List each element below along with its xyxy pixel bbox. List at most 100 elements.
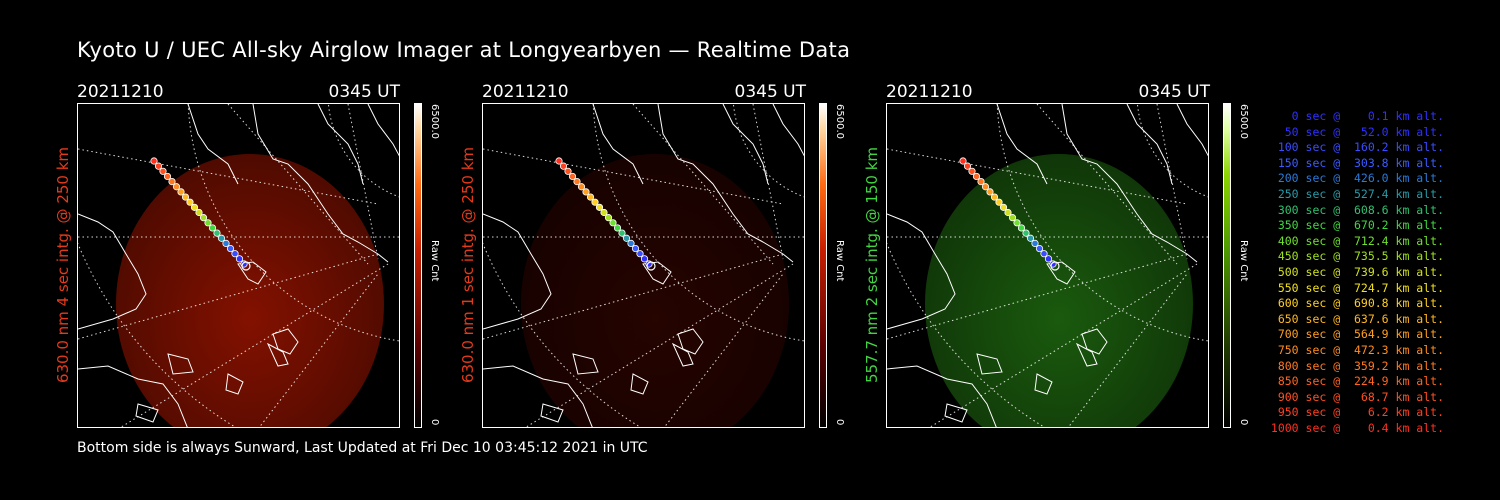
altitude-legend-row: 250 sec @ 527.4 km alt. (1270, 186, 1444, 201)
trajectory-point (640, 255, 649, 263)
trajectory-point (986, 188, 994, 196)
altitude-legend-row: 1000 sec @ 0.4 km alt. (1270, 420, 1444, 435)
trajectory-point (1022, 229, 1030, 237)
trajectory-point (217, 234, 226, 242)
footer-status: Bottom side is always Sunward, Last Upda… (77, 440, 648, 456)
trajectory-point (177, 188, 185, 196)
panel-1-colorbar-min: 0 (429, 419, 440, 426)
altitude-legend-row: 50 sec @ 52.0 km alt. (1270, 124, 1444, 139)
trajectory-point (213, 229, 221, 237)
trajectory-point (559, 162, 568, 170)
panel-3-colorbar-label: Raw Cnt (1238, 240, 1249, 282)
altitude-legend-row: 500 sec @ 739.6 km alt. (1270, 264, 1444, 279)
trajectory-point (595, 203, 604, 211)
altitude-legend-row: 350 sec @ 670.2 km alt. (1270, 218, 1444, 233)
trajectory-point (618, 229, 626, 237)
trajectory-point (627, 239, 635, 247)
trajectory-point (226, 244, 235, 253)
panel-1-ylabel: 630.0 nm 4 sec intg. @ 250 km (54, 146, 72, 384)
trajectory-point (573, 178, 581, 186)
trajectory-point (622, 234, 631, 242)
altitude-legend-row: 150 sec @ 303.8 km alt. (1270, 155, 1444, 170)
trajectory-point (972, 172, 981, 181)
trajectory-point (1026, 234, 1035, 242)
altitude-legend-row: 650 sec @ 637.6 km alt. (1270, 311, 1444, 326)
trajectory-track (555, 157, 656, 271)
altitude-legend-row: 900 sec @ 68.7 km alt. (1270, 389, 1444, 404)
panel-2-map (483, 104, 804, 427)
trajectory-point (1031, 239, 1039, 247)
trajectory-point (159, 167, 167, 175)
panel-2-colorbar-label: Raw Cnt (834, 240, 845, 282)
trajectory-point (577, 183, 586, 191)
panel-1-time: 0345 UT (328, 82, 401, 102)
trajectory-point (586, 193, 595, 201)
trajectory-point (636, 250, 644, 258)
trajectory-point (208, 224, 217, 232)
altitude-legend-row: 550 sec @ 724.7 km alt. (1270, 280, 1444, 295)
panel-3-map (887, 104, 1208, 427)
trajectory-point (600, 208, 608, 217)
trajectory-point (582, 188, 590, 196)
panel-2-date: 20211210 (482, 82, 569, 102)
altitude-legend-row: 750 sec @ 472.3 km alt. (1270, 342, 1444, 357)
altitude-legend-row: 800 sec @ 359.2 km alt. (1270, 358, 1444, 373)
altitude-legend-row: 600 sec @ 690.8 km alt. (1270, 296, 1444, 311)
trajectory-point (181, 193, 190, 201)
trajectory-point (1008, 214, 1017, 222)
altitude-legend-row: 700 sec @ 564.9 km alt. (1270, 327, 1444, 342)
trajectory-point (186, 198, 194, 206)
panel-2-colorbar-min: 0 (834, 419, 845, 426)
trajectory-point (154, 162, 163, 170)
panel-3-date: 20211210 (886, 82, 973, 102)
trajectory-point (977, 178, 985, 186)
panel-1-colorbar-max: 6500.0 (429, 104, 440, 139)
trajectory-point (168, 178, 176, 186)
station-marker (1050, 261, 1060, 271)
trajectory-point (1013, 219, 1021, 227)
trajectory-point (1044, 255, 1053, 263)
trajectory-point (963, 162, 972, 170)
trajectory-point (591, 198, 599, 206)
page-title: Kyoto U / UEC All-sky Airglow Imager at … (77, 38, 851, 62)
coastline (78, 104, 399, 427)
altitude-legend-row: 300 sec @ 608.6 km alt. (1270, 202, 1444, 217)
trajectory-point (231, 250, 239, 258)
trajectory-track (959, 157, 1060, 271)
trajectory-point (609, 219, 617, 227)
panel-3-colorbar (1223, 103, 1231, 428)
trajectory-point (604, 214, 613, 222)
trajectory-point (613, 224, 622, 232)
panel-3-time: 0345 UT (1138, 82, 1211, 102)
geo-grid (483, 104, 804, 427)
trajectory-point (1004, 208, 1012, 217)
altitude-legend-row: 200 sec @ 426.0 km alt. (1270, 171, 1444, 186)
airglow-emission (925, 154, 1193, 427)
trajectory-point (199, 214, 208, 222)
trajectory-point (568, 172, 577, 181)
trajectory-point (150, 157, 158, 165)
panel-3-image (886, 103, 1209, 428)
trajectory-point (222, 239, 230, 247)
station-marker (646, 261, 656, 271)
panel-1-image (77, 103, 400, 428)
airglow-emission (116, 154, 384, 427)
panel-2-image (482, 103, 805, 428)
airglow-emission (521, 154, 789, 427)
trajectory-point (981, 183, 990, 191)
geo-grid (78, 104, 399, 427)
geo-grid (887, 104, 1208, 427)
coastline (483, 104, 804, 427)
panel-1-date: 20211210 (77, 82, 164, 102)
trajectory-point (995, 198, 1003, 206)
coastline (887, 104, 1208, 427)
altitude-legend-row: 0 sec @ 0.1 km alt. (1270, 109, 1444, 123)
trajectory-point (564, 167, 572, 175)
panel-1-colorbar-label: Raw Cnt (429, 240, 440, 282)
trajectory-point (163, 172, 172, 181)
panel-3-colorbar-max: 6500.0 (1238, 104, 1249, 139)
panel-3-ylabel: 557.7 nm 2 sec intg. @ 150 km (863, 146, 881, 384)
altitude-legend-row: 950 sec @ 6.2 km alt. (1270, 405, 1444, 420)
altitude-legend-row: 850 sec @ 224.9 km alt. (1270, 374, 1444, 389)
trajectory-point (555, 157, 563, 165)
